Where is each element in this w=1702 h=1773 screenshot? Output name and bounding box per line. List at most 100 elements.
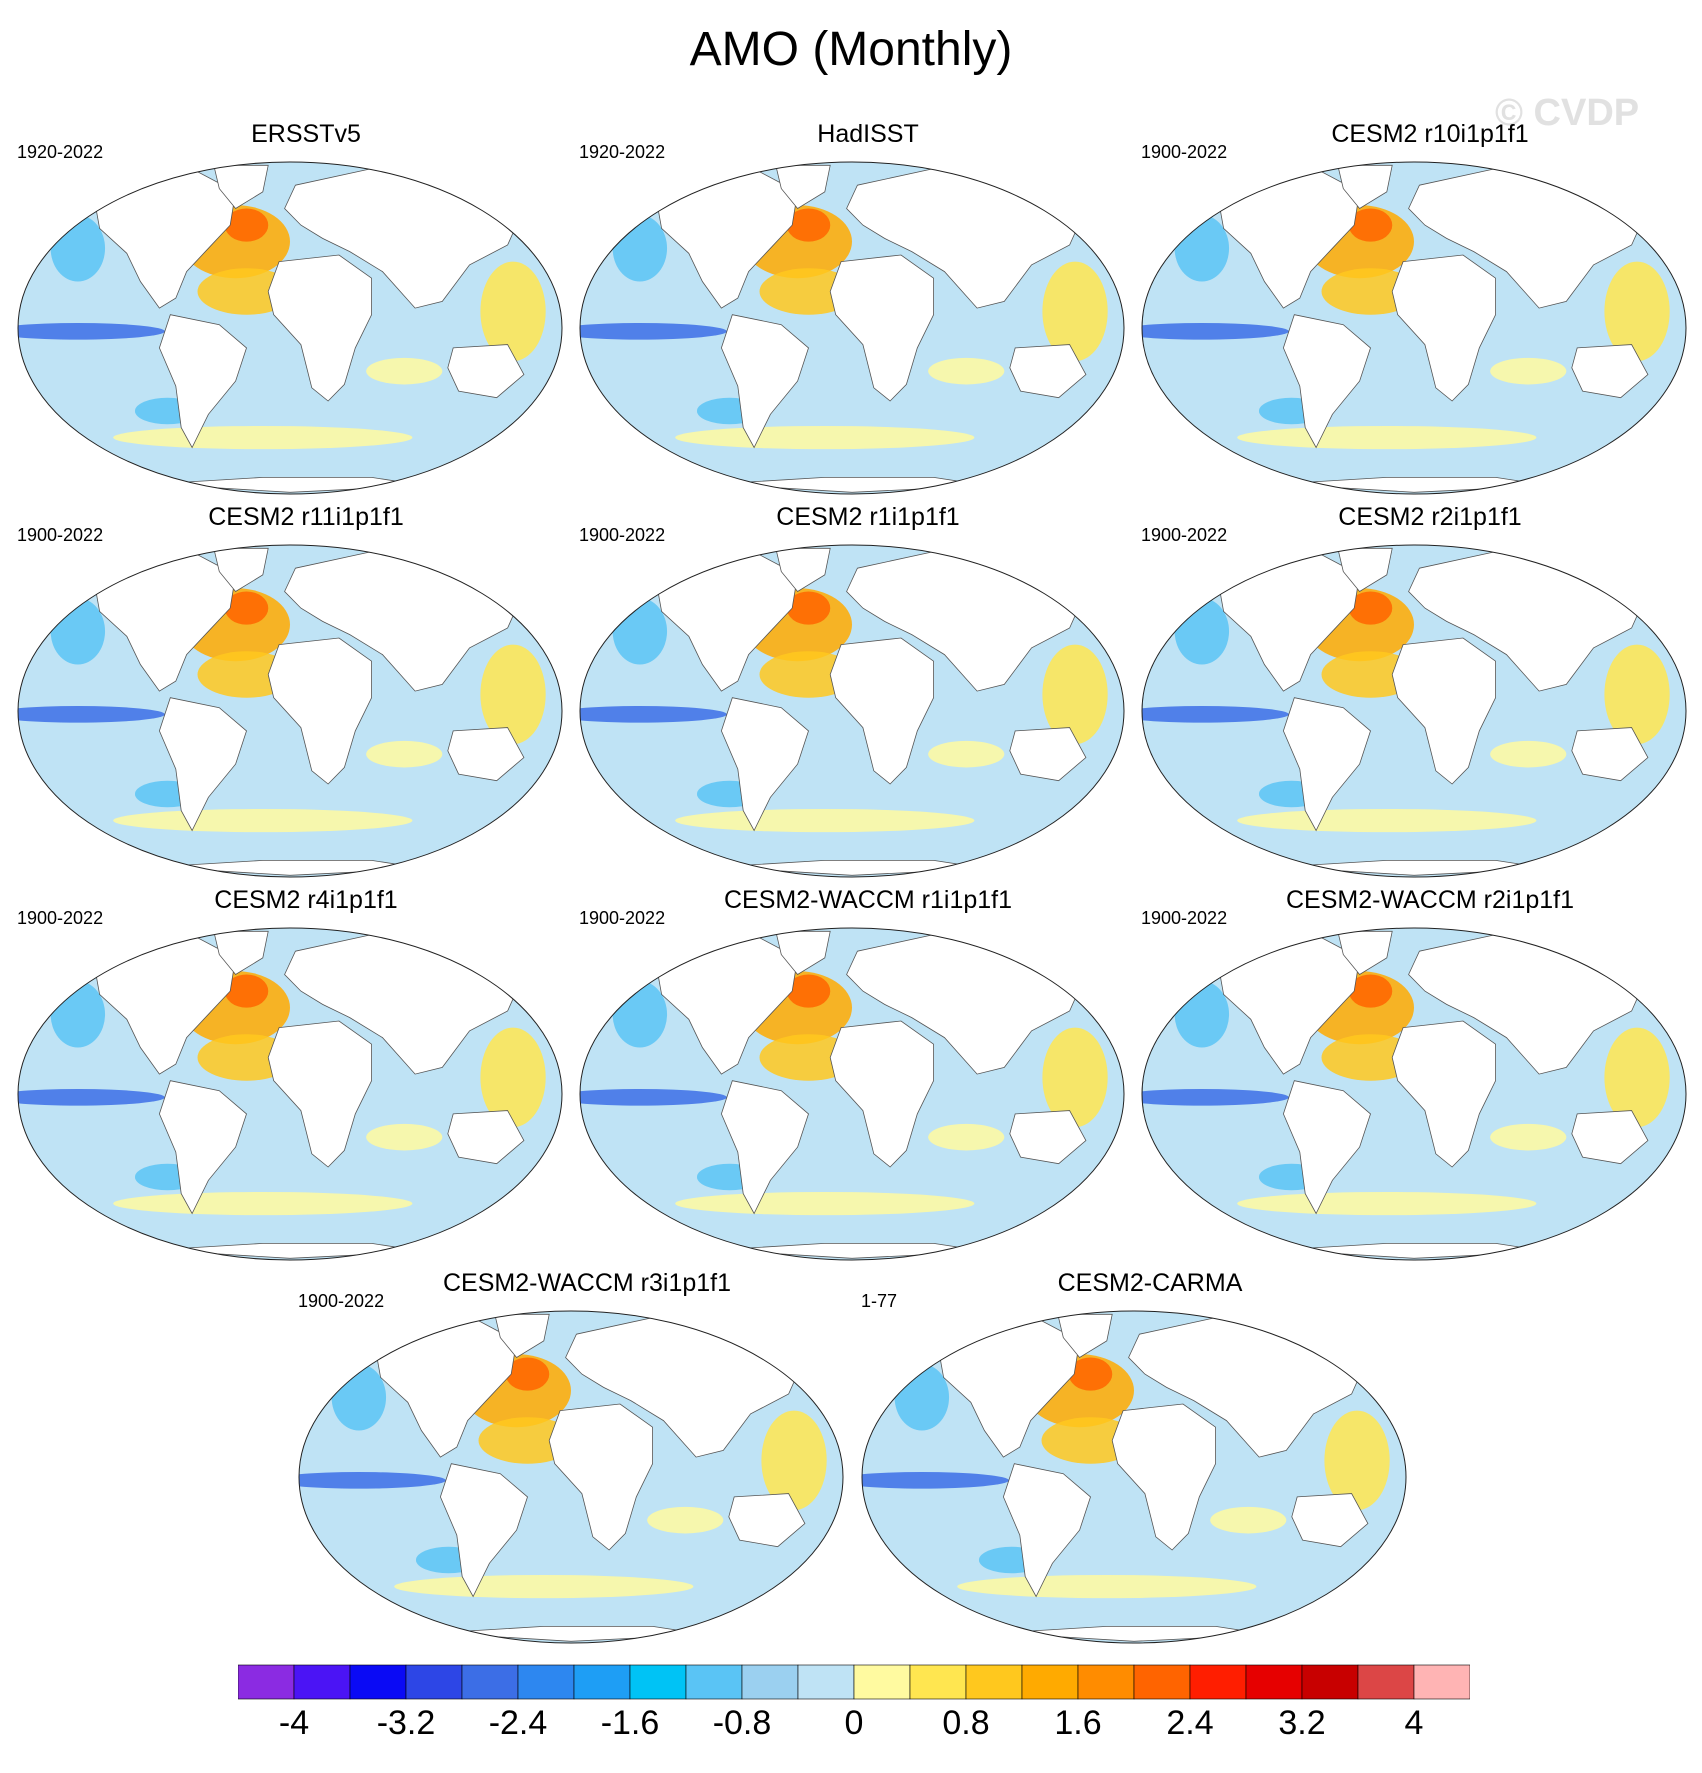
- land-greenland: [775, 930, 831, 976]
- southern-ocean-band: [1237, 808, 1537, 833]
- colorbar-tick-label: -3.2: [376, 1704, 436, 1742]
- panel-title: CESM2-WACCM r3i1p1f1: [442, 1269, 732, 1297]
- cvdp-watermark: © CVDP: [1495, 92, 1640, 134]
- land-greenland: [213, 547, 269, 593]
- indian-ocean-warm: [1490, 740, 1567, 768]
- panel-title: CESM2-WACCM r2i1p1f1: [1285, 886, 1575, 914]
- panel-years: 1900-2022: [579, 908, 666, 928]
- map-panel: CESM2 r2i1p1f1 1900-2022: [1140, 503, 1700, 883]
- indian-ocean-warm: [928, 357, 1005, 385]
- colorbar-swatch: [405, 1664, 463, 1700]
- panel-years: 1920-2022: [17, 142, 104, 162]
- west-pacific-warm: [761, 1410, 827, 1511]
- land-australia: [728, 1493, 806, 1548]
- panel-years: 1900-2022: [579, 525, 666, 545]
- map-panel: CESM2 r10i1p1f1 1900-2022: [1140, 120, 1700, 500]
- colorbar-swatch: [1413, 1664, 1470, 1700]
- map-border: [579, 927, 1125, 1261]
- land-greenland: [1337, 547, 1393, 593]
- land-greenland: [1337, 164, 1393, 210]
- colorbar-swatch: [629, 1664, 687, 1700]
- map-border: [579, 161, 1125, 495]
- equatorial-pacific-cool: [862, 1472, 1009, 1489]
- north-pacific-cool: [50, 981, 106, 1048]
- north-pacific-cool: [894, 1364, 950, 1431]
- indian-ocean-warm: [1490, 1123, 1567, 1151]
- north-pacific-cool: [612, 598, 668, 665]
- indian-ocean-warm: [928, 740, 1005, 768]
- equatorial-pacific-cool: [18, 706, 165, 723]
- map-border: [17, 927, 563, 1261]
- land-south-america: [1282, 1080, 1371, 1215]
- land-australia: [1571, 727, 1649, 782]
- indian-ocean-warm: [366, 357, 443, 385]
- land-africa: [1111, 1403, 1217, 1551]
- land-africa: [548, 1403, 654, 1551]
- land-south-america: [439, 1463, 528, 1598]
- land-africa: [267, 254, 373, 402]
- west-pacific-warm: [1604, 261, 1670, 362]
- colorbar-swatch: [349, 1664, 407, 1700]
- colorbar-swatch: [1357, 1664, 1415, 1700]
- map-panel: CESM2 r11i1p1f1 1900-2022: [16, 503, 576, 883]
- map-panel: CESM2 r1i1p1f1 1900-2022: [578, 503, 1138, 883]
- land-south-america: [1282, 697, 1371, 832]
- land-greenland: [213, 930, 269, 976]
- land-africa: [267, 1020, 373, 1168]
- land-australia: [1009, 344, 1087, 399]
- land-south-america: [720, 1080, 809, 1215]
- west-pacific-warm: [1042, 1027, 1108, 1128]
- panel-title: CESM2 r11i1p1f1: [208, 503, 404, 531]
- panel-years: 1-77: [861, 1291, 898, 1311]
- land-greenland: [775, 164, 831, 210]
- panel-years: 1920-2022: [579, 142, 666, 162]
- panel-title: ERSSTv5: [251, 120, 361, 148]
- land-australia: [1009, 1110, 1087, 1165]
- map-panel: CESM2 r4i1p1f1 1900-2022: [16, 886, 576, 1266]
- north-atlantic-core: [786, 974, 831, 1008]
- north-atlantic-core: [1348, 974, 1393, 1008]
- map-border: [17, 544, 563, 878]
- west-pacific-warm: [1604, 1027, 1670, 1128]
- equatorial-pacific-cool: [1142, 1089, 1289, 1106]
- panel-title: CESM2 r1i1p1f1: [776, 503, 960, 531]
- panel-title: CESM2-CARMA: [1057, 1269, 1243, 1297]
- north-atlantic-core: [786, 591, 831, 625]
- panel-title: CESM2-WACCM r1i1p1f1: [723, 886, 1013, 914]
- main-title: AMO (Monthly): [689, 23, 1013, 76]
- land-australia: [1571, 344, 1649, 399]
- colorbar-swatch: [965, 1664, 1023, 1700]
- panel-years: 1900-2022: [298, 1291, 385, 1311]
- north-atlantic-core: [224, 208, 269, 242]
- land-australia: [447, 344, 525, 399]
- colorbar-swatch: [293, 1664, 351, 1700]
- north-atlantic-core: [1348, 591, 1393, 625]
- colorbar-swatch: [1133, 1664, 1191, 1700]
- indian-ocean-warm: [366, 1123, 443, 1151]
- colorbar-swatch: [853, 1664, 911, 1700]
- map-panel: CESM2-WACCM r3i1p1f1 1900-2022: [297, 1269, 857, 1649]
- world-map: [579, 161, 1125, 495]
- equatorial-pacific-cool: [299, 1472, 446, 1489]
- land-south-america: [720, 314, 809, 449]
- colorbar-swatch: [741, 1664, 799, 1700]
- west-pacific-warm: [1324, 1410, 1390, 1511]
- southern-ocean-band: [1237, 425, 1537, 450]
- world-map: [1141, 927, 1687, 1261]
- land-greenland: [775, 547, 831, 593]
- southern-ocean-band: [675, 425, 975, 450]
- map-panel: CESM2-WACCM r1i1p1f1 1900-2022: [578, 886, 1138, 1266]
- panel-title: HadISST: [817, 120, 919, 148]
- map-border: [861, 1310, 1407, 1644]
- land-greenland: [494, 1313, 550, 1359]
- southern-ocean-band: [957, 1574, 1257, 1599]
- land-africa: [1391, 1020, 1497, 1168]
- panel-years: 1900-2022: [1141, 142, 1228, 162]
- west-pacific-warm: [1604, 644, 1670, 745]
- colorbar-swatch: [461, 1664, 519, 1700]
- land-africa: [1391, 254, 1497, 402]
- equatorial-pacific-cool: [1142, 706, 1289, 723]
- southern-ocean-band: [113, 1191, 413, 1216]
- north-pacific-cool: [331, 1364, 387, 1431]
- panel-years: 1900-2022: [17, 525, 104, 545]
